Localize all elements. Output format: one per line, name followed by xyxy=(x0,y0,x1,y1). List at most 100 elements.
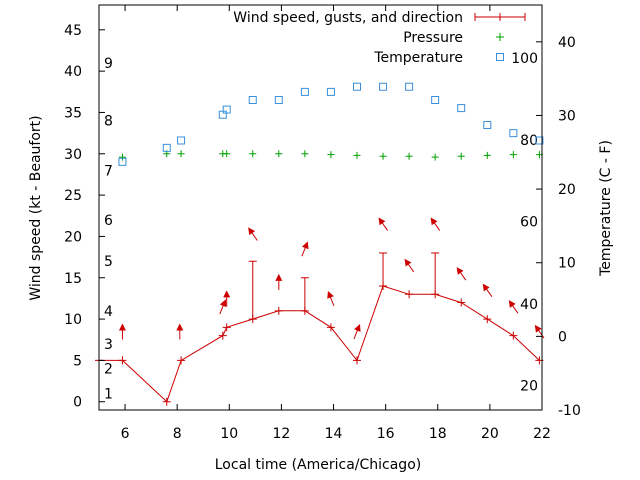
pressure-point xyxy=(301,150,309,158)
y-axis-label: Wind speed (kt - Beaufort) xyxy=(28,115,44,300)
arrow-head xyxy=(327,291,334,299)
x-tick-label: 8 xyxy=(173,426,182,442)
beaufort-label: 4 xyxy=(104,304,113,320)
x-tick-label: 20 xyxy=(481,426,499,442)
temperature-point xyxy=(300,87,309,96)
arrow-head xyxy=(118,323,126,331)
temperature-point xyxy=(222,105,231,114)
pressure-point xyxy=(353,151,361,159)
pressure-point xyxy=(457,152,465,160)
temperature-point xyxy=(177,136,186,145)
arrow-head xyxy=(176,323,184,331)
wind-direction-arrow xyxy=(378,217,389,231)
wind-speed-point xyxy=(177,356,186,365)
pressure-point xyxy=(249,150,257,158)
legend-label-pressure: Pressure xyxy=(403,30,463,46)
arrow-head xyxy=(248,227,256,236)
temperature-point xyxy=(379,82,388,91)
arrow-head xyxy=(482,283,490,292)
wind-direction-arrow xyxy=(430,217,441,231)
arrow-head xyxy=(534,324,542,333)
y2-tick-label: -10 xyxy=(558,403,581,419)
temperature-point xyxy=(535,136,544,145)
wind-direction-arrow xyxy=(534,324,545,339)
wind-speed-point xyxy=(457,298,466,307)
x-tick-label: 6 xyxy=(121,426,130,442)
y2-tick-label: 30 xyxy=(558,108,576,124)
pressure-point xyxy=(275,150,283,158)
arrow-head xyxy=(219,299,227,308)
wind-direction-arrow xyxy=(456,267,467,281)
wind-direction-arrow xyxy=(118,323,126,340)
arrow-head xyxy=(456,267,464,275)
x-tick-label: 12 xyxy=(272,426,290,442)
wind-speed-point xyxy=(483,315,492,324)
wind-direction-arrow xyxy=(176,323,184,340)
arrow-head xyxy=(404,258,412,267)
fahrenheit-label: 40 xyxy=(520,297,538,313)
legend-swatch-wind-point xyxy=(496,13,504,21)
pressure-point xyxy=(177,150,185,158)
pressure-point xyxy=(223,150,231,158)
wind-speed-point xyxy=(431,290,440,299)
wind-speed-point xyxy=(300,306,309,315)
arrow-head xyxy=(508,300,516,308)
arrow-head xyxy=(223,290,231,298)
y-tick-label: 5 xyxy=(73,353,82,369)
x-tick-label: 10 xyxy=(220,426,238,442)
legend-label-temperature: Temperature xyxy=(373,50,463,66)
legend-label-wind: Wind speed, gusts, and direction xyxy=(233,10,463,26)
wind-speed-point xyxy=(326,323,335,332)
y-tick-label: 40 xyxy=(64,64,82,80)
temperature-point xyxy=(118,157,127,166)
y2-tick-label: 40 xyxy=(558,35,576,51)
pressure-point xyxy=(483,151,491,159)
wind-direction-arrow xyxy=(404,258,415,273)
wind-direction-arrow xyxy=(508,300,519,314)
wind-speed-point xyxy=(379,282,388,291)
wind-direction-arrow xyxy=(219,299,227,315)
legend: Wind speed, gusts, and direction Pressure… xyxy=(233,10,526,66)
wind-speed-point xyxy=(405,290,414,299)
temperature-point xyxy=(405,82,414,91)
x-tick-label: 14 xyxy=(325,426,343,442)
wind-direction-arrow xyxy=(482,283,493,297)
pressure-point xyxy=(431,153,439,161)
wind-direction-arrow xyxy=(275,273,283,290)
x-tick-label: 22 xyxy=(533,426,551,442)
beaufort-label: 7 xyxy=(104,163,113,179)
plot-frame xyxy=(98,4,543,411)
pressure-point xyxy=(327,151,335,159)
temperature-point xyxy=(326,87,335,96)
pressure-point xyxy=(405,152,413,160)
wind-speed-point xyxy=(118,356,127,365)
fahrenheit-label: 60 xyxy=(520,214,538,230)
plot-area: 1 2 3 4 5 6 7 8 9 20 40 60 80 100 xyxy=(95,51,545,406)
wind-direction-arrow xyxy=(353,324,361,340)
y2-tick-label: 20 xyxy=(558,182,576,198)
temperature-point xyxy=(274,95,283,104)
y2-tick-label: 10 xyxy=(558,256,576,272)
y-tick-label: 35 xyxy=(64,105,82,121)
wind-direction-arrow xyxy=(301,241,309,257)
beaufort-label: 9 xyxy=(104,56,113,72)
arrow-head xyxy=(354,324,361,332)
wind-speed-point xyxy=(162,397,171,406)
wind-speed-point xyxy=(218,331,227,340)
x-axis-label: Local time (America/Chicago) xyxy=(215,457,421,473)
fahrenheit-label: 80 xyxy=(520,133,538,149)
beaufort-label: 1 xyxy=(104,386,113,402)
x-tick-label: 18 xyxy=(429,426,447,442)
temperature-point xyxy=(352,82,361,91)
arrow-head xyxy=(378,217,386,226)
beaufort-label: 8 xyxy=(104,114,113,130)
wind-speed-line xyxy=(99,285,540,403)
fahrenheit-label: 100 xyxy=(511,51,538,67)
temperature-point xyxy=(431,95,440,104)
wind-direction-arrow xyxy=(248,227,258,241)
arrow-head xyxy=(301,241,309,250)
legend-swatch-pressure xyxy=(496,33,504,41)
temperature-point xyxy=(483,121,492,130)
